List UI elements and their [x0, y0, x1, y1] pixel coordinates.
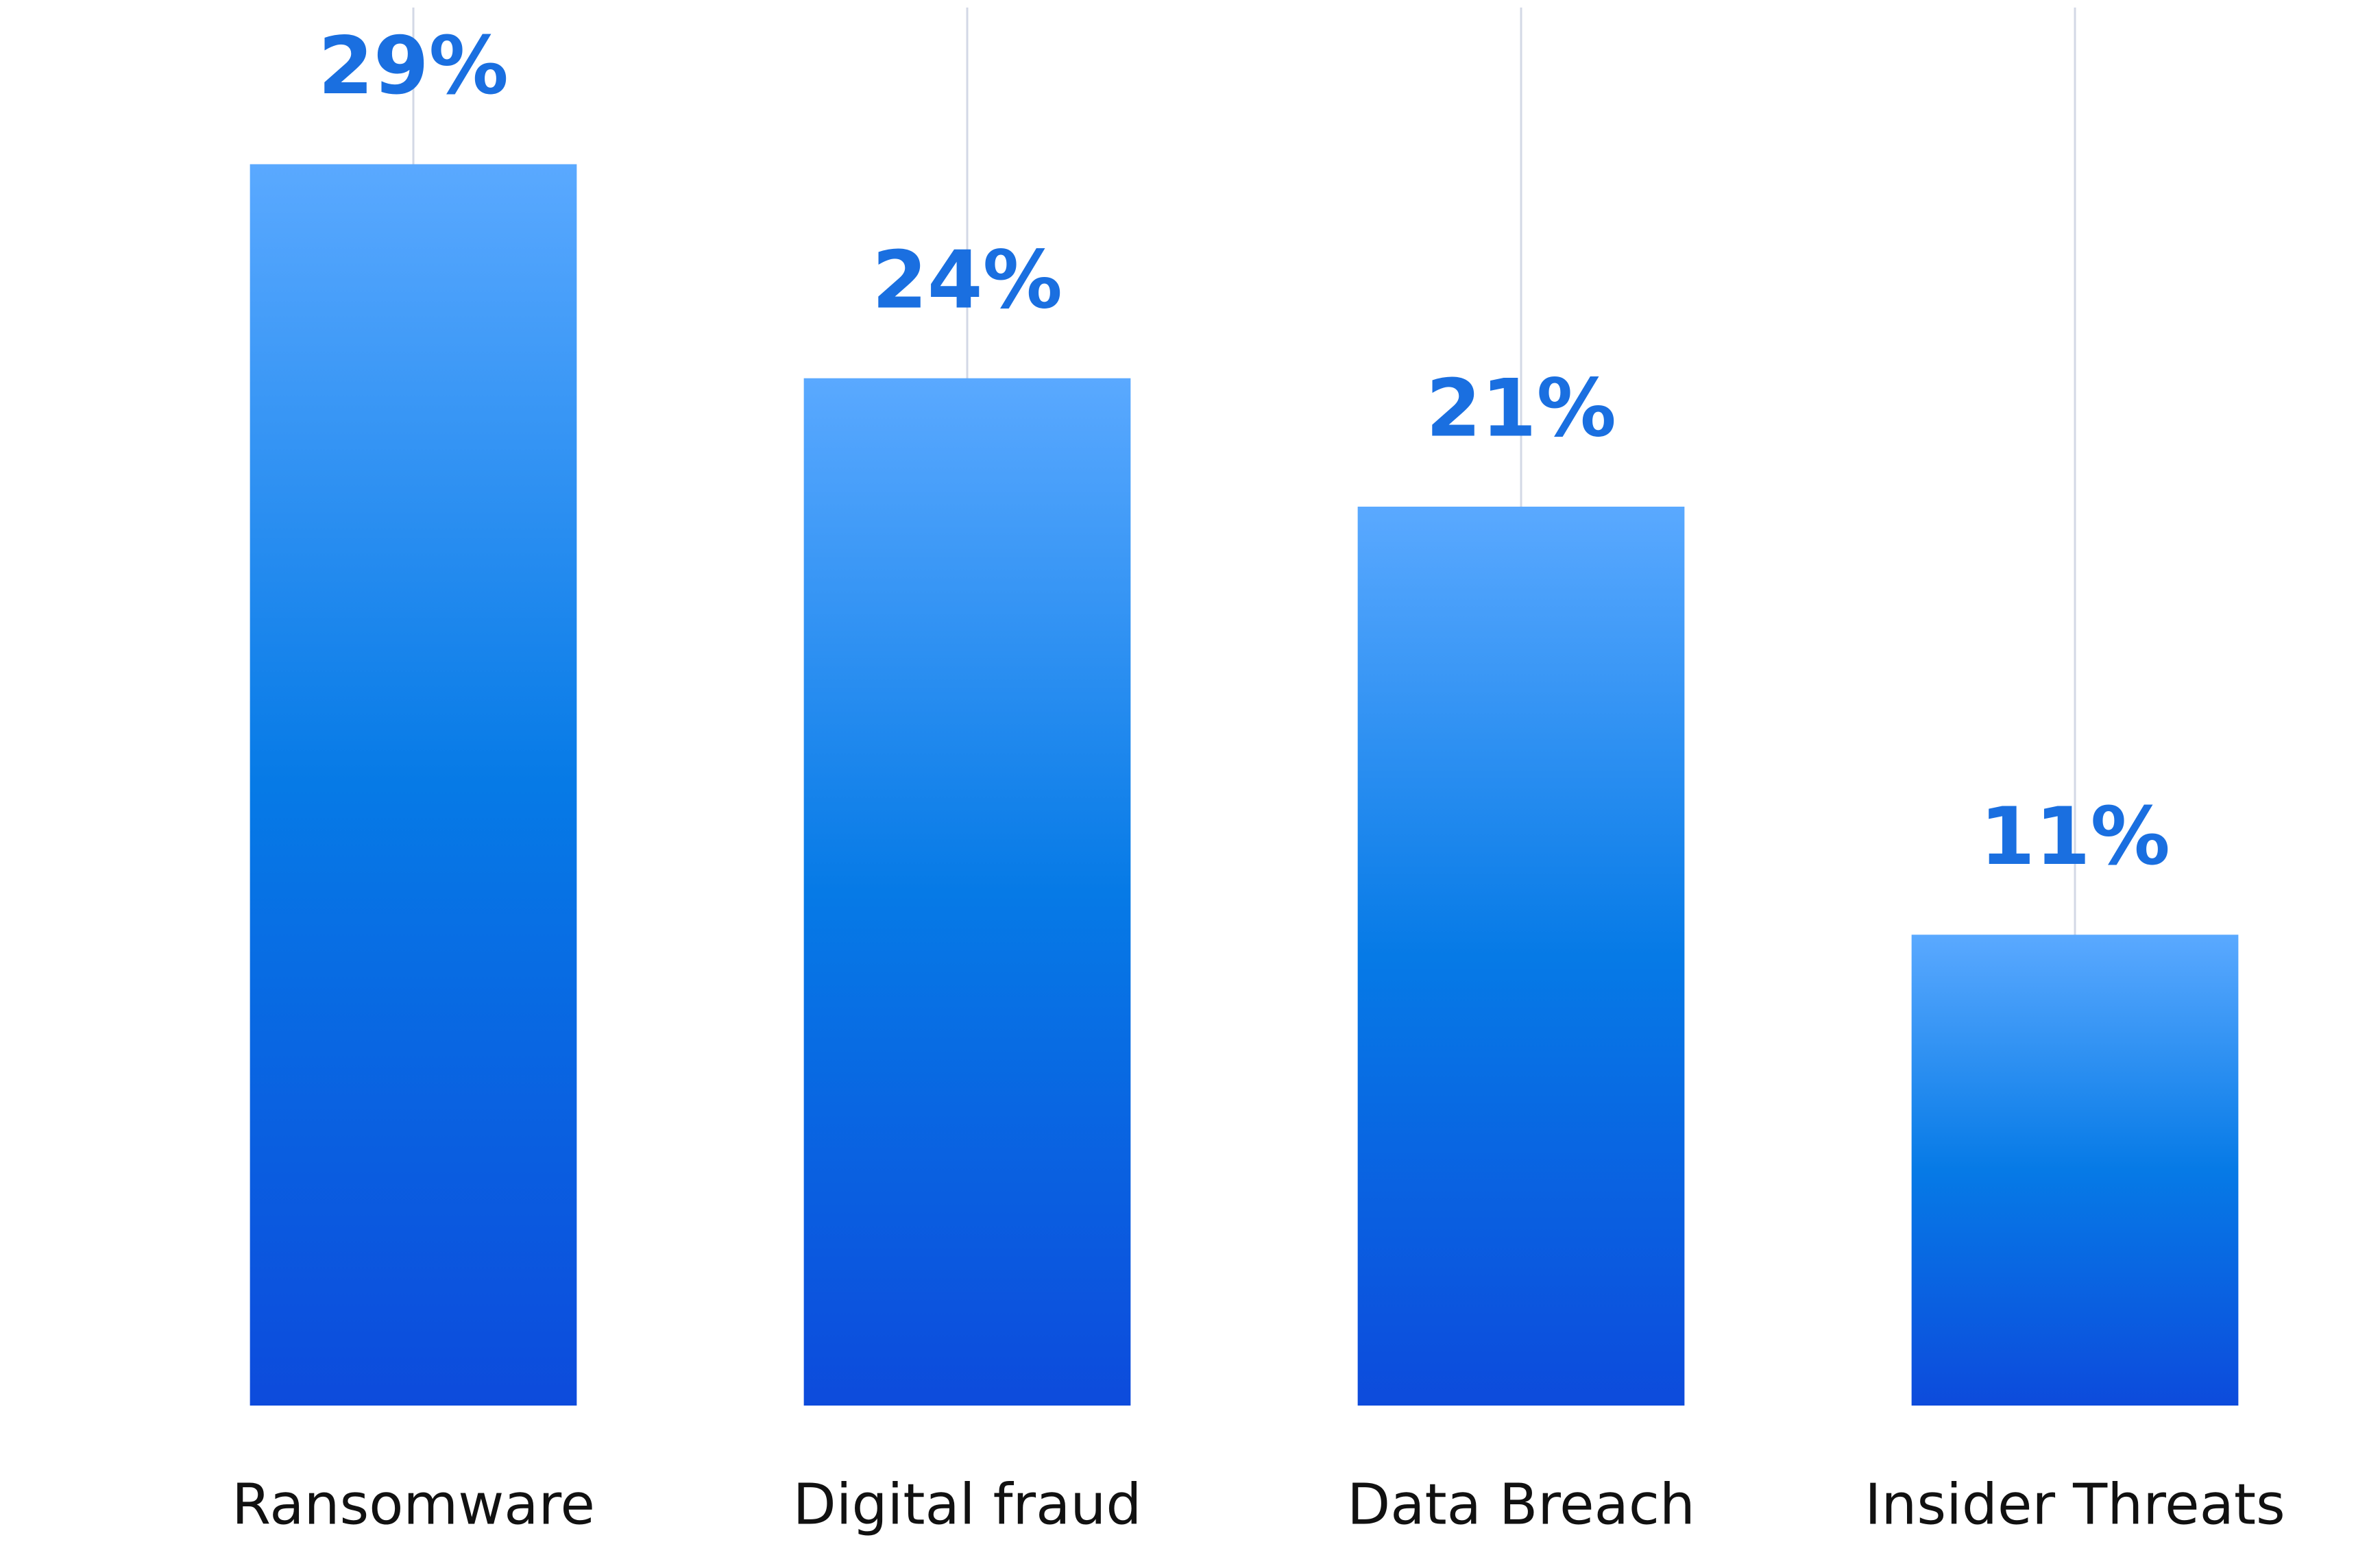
value-label: 29% — [318, 20, 509, 112]
x-tick-label: Ransomware — [232, 1472, 595, 1537]
bar — [250, 164, 577, 1406]
value-label: 21% — [1426, 363, 1616, 455]
x-tick-label: Data Breach — [1347, 1472, 1695, 1537]
value-label: 11% — [1980, 791, 2170, 883]
x-tick-label: Digital fraud — [793, 1472, 1142, 1537]
bar — [1357, 506, 1685, 1406]
grid — [412, 8, 2076, 1406]
bar — [1911, 935, 2239, 1406]
bars — [250, 164, 2239, 1406]
x-tick-label: Insider Threats — [1865, 1472, 2285, 1537]
value-label: 24% — [872, 234, 1062, 326]
bar — [803, 378, 1131, 1406]
labels: Ransomware 29% Digital fraud 24% Data Breach… — [232, 20, 2285, 1537]
